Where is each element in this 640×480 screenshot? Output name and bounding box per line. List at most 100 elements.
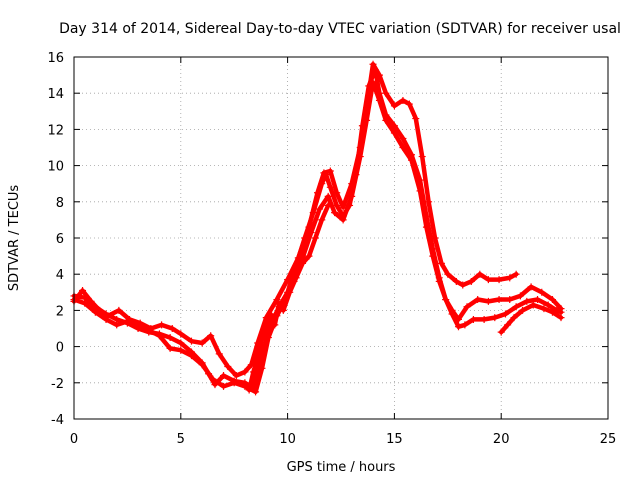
- data-point-marker: [527, 283, 535, 291]
- data-point-marker: [339, 216, 347, 224]
- data-point-marker: [314, 189, 322, 197]
- data-point-marker: [198, 361, 206, 369]
- data-point-marker: [305, 252, 313, 260]
- data-point-marker: [81, 299, 89, 307]
- grid-lines: [74, 57, 608, 419]
- y-tick-label: 4: [56, 268, 64, 283]
- data-point-marker: [232, 372, 240, 380]
- data-point-marker: [435, 277, 443, 285]
- data-point-marker: [534, 296, 542, 304]
- data-point-marker: [399, 134, 407, 142]
- data-point-marker: [326, 183, 334, 191]
- data-point-marker: [79, 286, 87, 294]
- data-point-marker: [548, 308, 556, 316]
- data-point-marker: [318, 216, 326, 224]
- data-point-marker: [544, 301, 552, 309]
- data-point-marker: [316, 205, 324, 213]
- data-point-marker: [333, 201, 341, 209]
- data-point-marker: [123, 317, 131, 325]
- data-point-marker: [87, 297, 95, 305]
- data-point-marker: [271, 321, 279, 329]
- y-tick-label: 12: [47, 123, 64, 138]
- data-point-marker: [307, 229, 315, 237]
- data-point-marker: [452, 277, 460, 285]
- data-point-marker: [245, 386, 253, 394]
- data-point-marker: [331, 209, 339, 217]
- data-point-marker: [459, 281, 467, 289]
- data-point-marker: [512, 270, 520, 278]
- y-tick-label: 14: [47, 87, 64, 102]
- data-point-marker: [557, 314, 565, 322]
- data-point-marker: [442, 296, 450, 304]
- data-point-marker: [382, 89, 390, 97]
- data-point-marker: [480, 315, 488, 323]
- data-point-marker: [512, 303, 520, 311]
- x-tick-label: 0: [70, 432, 78, 447]
- data-point-marker: [177, 346, 185, 354]
- x-tick-label: 10: [279, 432, 296, 447]
- data-point-marker: [158, 321, 166, 329]
- data-series: [70, 60, 565, 396]
- data-point-marker: [540, 305, 548, 313]
- data-point-marker: [267, 310, 275, 318]
- data-point-marker: [467, 277, 475, 285]
- data-point-marker: [356, 153, 364, 161]
- data-point-marker: [264, 334, 272, 342]
- data-point-marker: [516, 292, 524, 300]
- series-trace-5: [245, 201, 332, 394]
- x-tick-label: 5: [177, 432, 185, 447]
- data-point-marker: [324, 201, 332, 209]
- data-point-marker: [425, 198, 433, 206]
- data-point-marker: [215, 350, 223, 358]
- data-point-marker: [177, 339, 185, 347]
- data-point-marker: [444, 270, 452, 278]
- data-point-marker: [224, 363, 232, 371]
- data-point-marker: [407, 156, 415, 164]
- series-trace-3: [70, 78, 565, 396]
- data-point-marker: [495, 296, 503, 304]
- data-point-marker: [369, 60, 377, 68]
- data-point-marker: [463, 303, 471, 311]
- data-point-marker: [252, 388, 260, 396]
- chart-title: Day 314 of 2014, Sidereal Day-to-day VTE…: [59, 21, 621, 37]
- data-point-marker: [155, 332, 163, 340]
- data-point-marker: [429, 252, 437, 260]
- data-point-marker: [198, 339, 206, 347]
- data-point-marker: [538, 288, 546, 296]
- data-point-marker: [431, 234, 439, 242]
- y-tick-labels: -4 -2 0 2 4 6 8 10 12 14 16: [47, 51, 64, 428]
- data-point-marker: [220, 372, 228, 380]
- data-point-marker: [311, 234, 319, 242]
- data-point-marker: [115, 306, 123, 314]
- data-point-marker: [506, 274, 514, 282]
- data-point-marker: [484, 297, 492, 305]
- data-point-marker: [399, 144, 407, 151]
- series-trace-2: [70, 60, 520, 380]
- series-band: [71, 61, 519, 378]
- data-point-marker: [497, 328, 505, 336]
- data-point-marker: [363, 116, 371, 124]
- data-point-marker: [258, 335, 266, 343]
- data-point-marker: [369, 78, 377, 86]
- data-point-marker: [454, 323, 462, 331]
- y-tick-label: 10: [47, 160, 64, 175]
- series-band: [498, 302, 564, 335]
- data-point-marker: [324, 192, 332, 200]
- data-point-marker: [523, 297, 531, 305]
- data-point-marker: [412, 115, 420, 123]
- data-point-marker: [168, 325, 176, 332]
- data-point-marker: [279, 306, 287, 314]
- data-point-marker: [454, 315, 462, 323]
- data-point-marker: [166, 334, 174, 342]
- data-point-marker: [476, 270, 484, 278]
- data-point-marker: [187, 352, 195, 360]
- data-point-marker: [474, 296, 482, 304]
- data-point-marker: [333, 189, 341, 197]
- data-point-marker: [262, 325, 270, 332]
- data-point-marker: [390, 129, 398, 137]
- data-point-marker: [416, 187, 424, 195]
- y-tick-label: 0: [56, 341, 64, 356]
- data-point-marker: [448, 306, 456, 314]
- data-point-marker: [102, 315, 110, 323]
